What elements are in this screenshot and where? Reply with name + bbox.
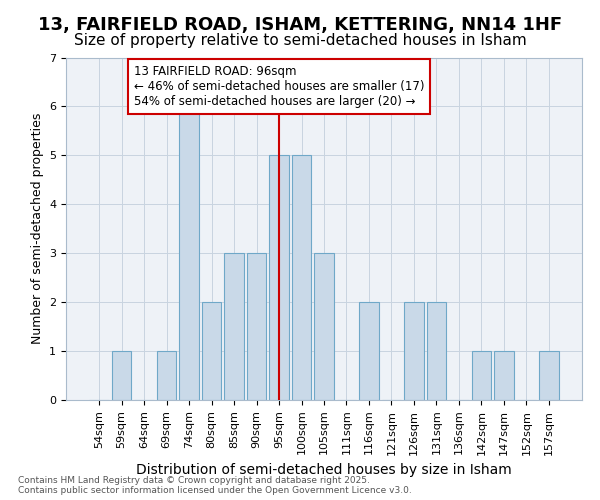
Bar [179,106,199,400]
X-axis label: Distribution of semi-detached houses by size in Isham: Distribution of semi-detached houses by … [136,463,512,477]
Bar [224,253,244,400]
Text: Contains HM Land Registry data © Crown copyright and database right 2025.
Contai: Contains HM Land Registry data © Crown c… [18,476,412,495]
Bar [314,253,334,400]
Text: 13 FAIRFIELD ROAD: 96sqm
← 46% of semi-detached houses are smaller (17)
54% of s: 13 FAIRFIELD ROAD: 96sqm ← 46% of semi-d… [134,65,424,108]
Bar [247,253,266,400]
Bar [112,351,131,400]
Bar [292,156,311,400]
Bar [269,156,289,400]
Bar [472,351,491,400]
Bar [539,351,559,400]
Bar [494,351,514,400]
Bar [359,302,379,400]
Bar [202,302,221,400]
Y-axis label: Number of semi-detached properties: Number of semi-detached properties [31,113,44,344]
Text: 13, FAIRFIELD ROAD, ISHAM, KETTERING, NN14 1HF: 13, FAIRFIELD ROAD, ISHAM, KETTERING, NN… [38,16,562,34]
Bar [427,302,446,400]
Bar [157,351,176,400]
Text: Size of property relative to semi-detached houses in Isham: Size of property relative to semi-detach… [74,32,526,48]
Bar [404,302,424,400]
